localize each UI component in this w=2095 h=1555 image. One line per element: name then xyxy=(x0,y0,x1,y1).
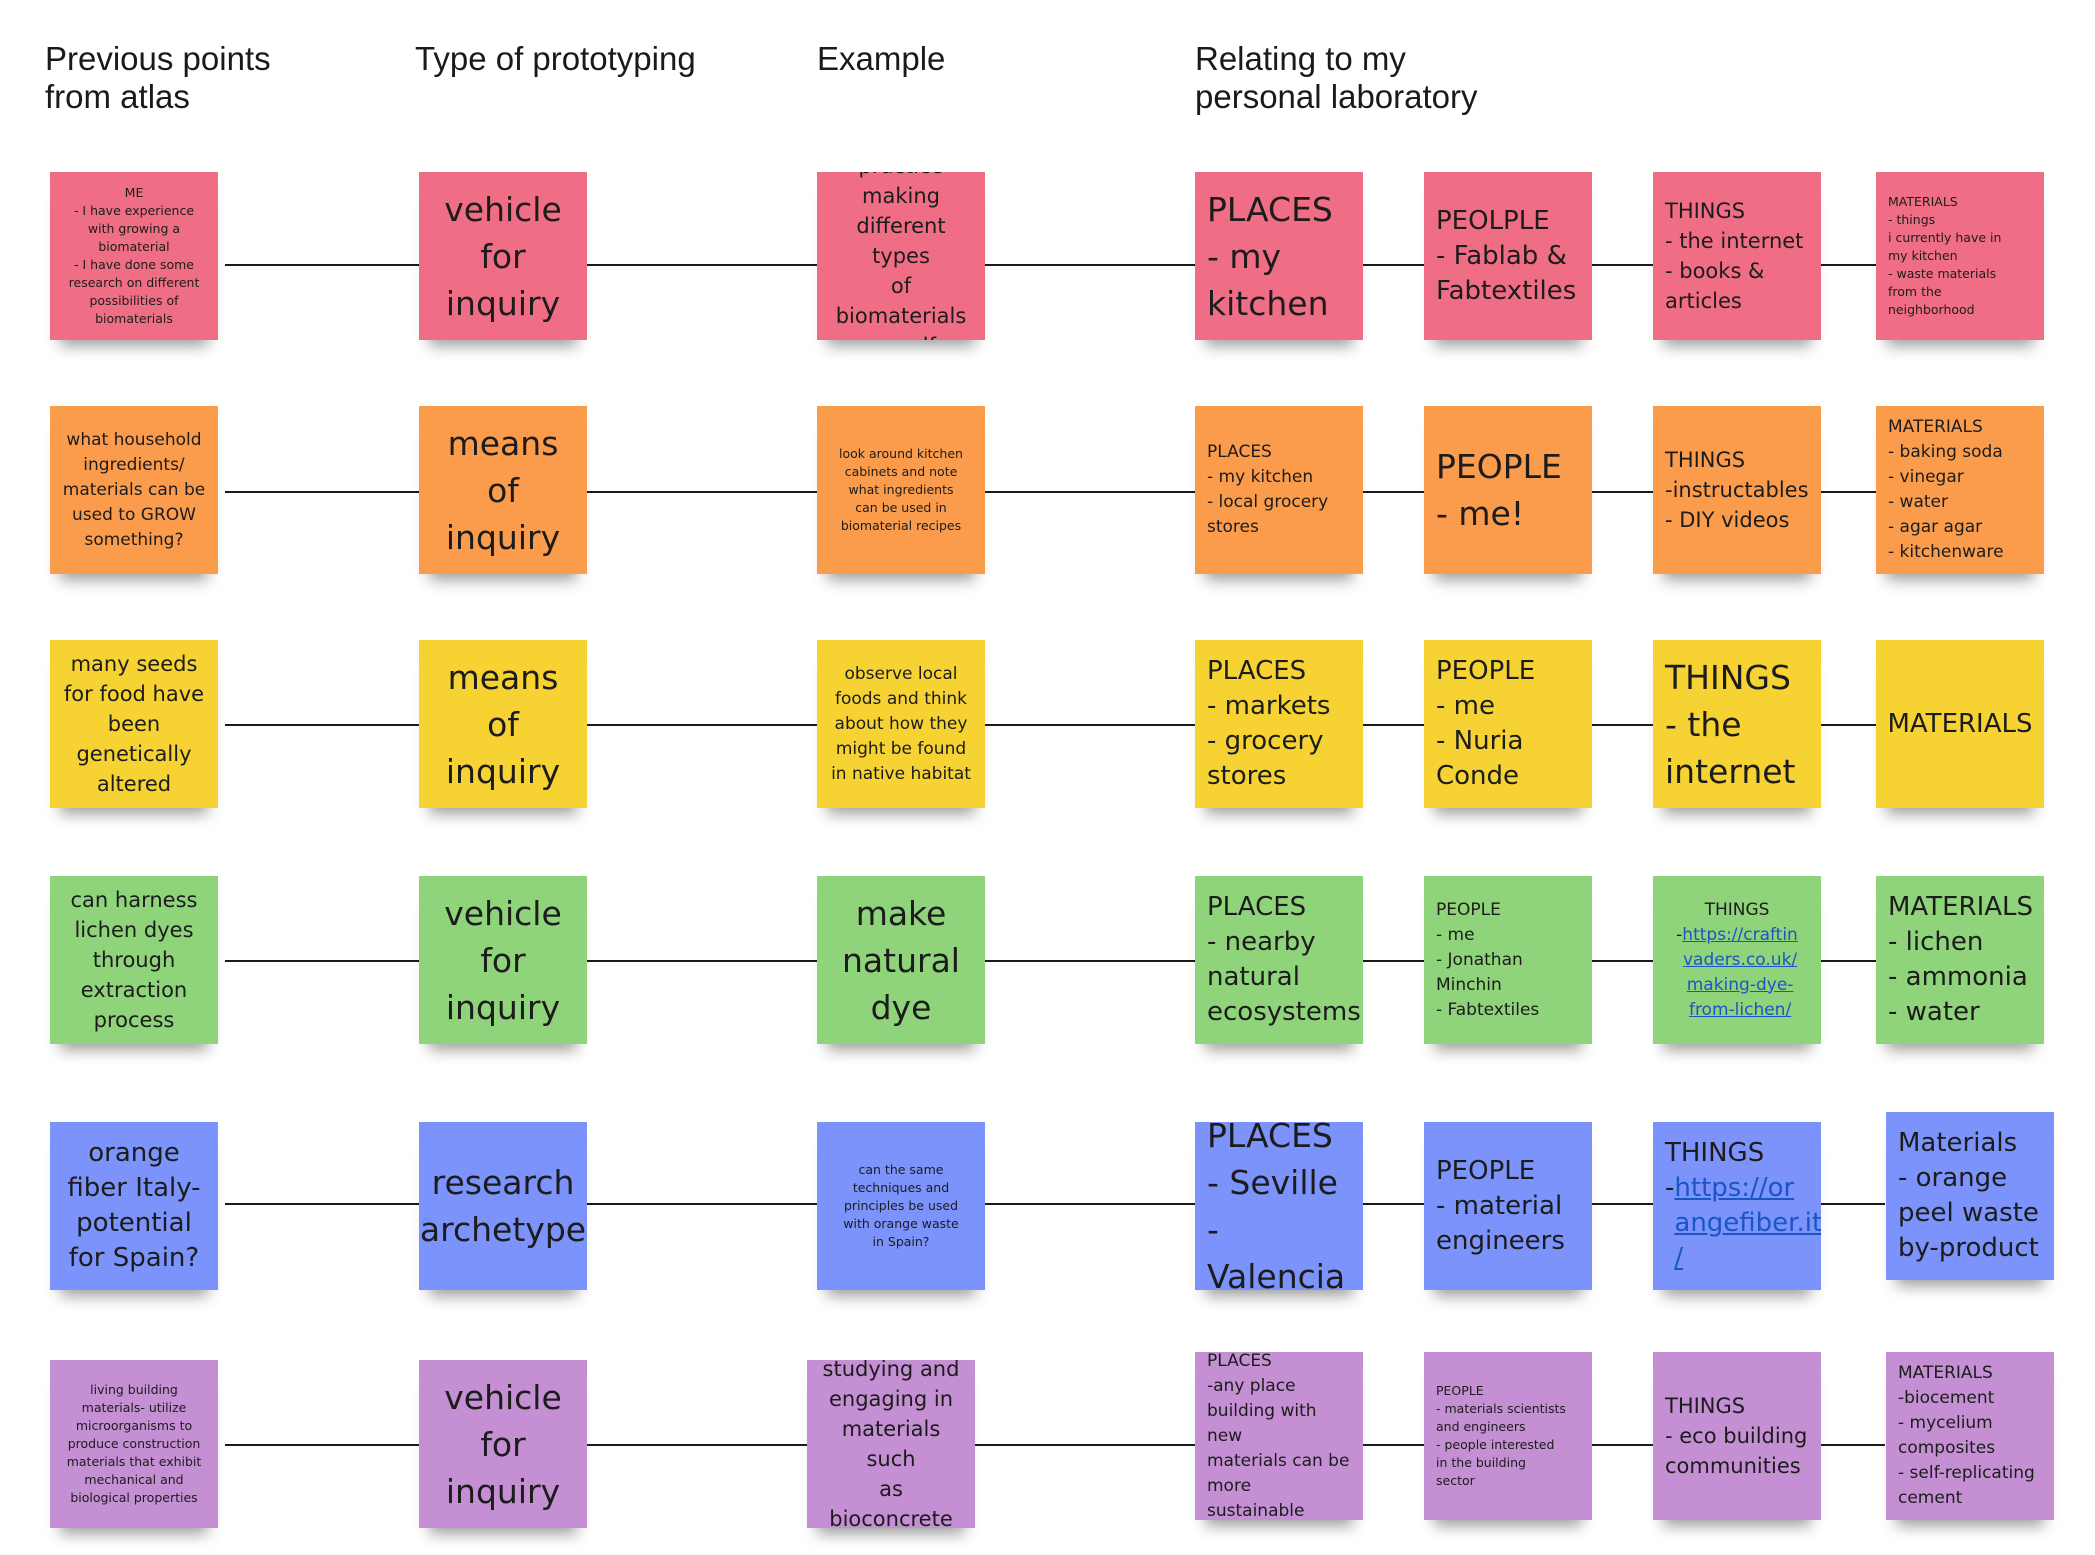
things-title: THINGS xyxy=(1665,1138,1765,1168)
header-type-of-prototyping: Type of prototyping xyxy=(415,40,696,77)
sticky-note-things[interactable]: THINGS - https://craftin vaders.co.uk/ m… xyxy=(1653,876,1821,1044)
sticky-note-people[interactable]: PEOPLE - materials scientists and engine… xyxy=(1424,1352,1592,1520)
sticky-note-type[interactable]: vehicle for inquiry xyxy=(419,1360,587,1528)
sticky-note-people[interactable]: PEOPLE - me - Jonathan Minchin - Fabtext… xyxy=(1424,876,1592,1044)
connector-line-row-6 xyxy=(225,1444,1885,1446)
connector-line-row-1 xyxy=(225,264,1885,266)
header-previous-points: Previous points from atlas xyxy=(45,40,271,115)
sticky-note-people[interactable]: PEOPLE - me! xyxy=(1424,406,1592,574)
connector-line-row-4 xyxy=(225,960,1885,962)
sticky-note-example[interactable]: observe local foods and think about how … xyxy=(817,640,985,808)
sticky-note-previous[interactable]: orange fiber Italy- potential for Spain? xyxy=(50,1122,218,1290)
sticky-note-places[interactable]: PLACES - markets - grocery stores xyxy=(1195,640,1363,808)
sticky-note-people[interactable]: PEOPLE - material engineers xyxy=(1424,1122,1592,1290)
sticky-note-example[interactable]: look around kitchen cabinets and note wh… xyxy=(817,406,985,574)
sticky-note-places[interactable]: PLACES - nearby natural ecosystems xyxy=(1195,876,1363,1044)
sticky-note-things[interactable]: THINGS - the internet - books & articles xyxy=(1653,172,1821,340)
sticky-note-previous[interactable]: what household ingredients/ materials ca… xyxy=(50,406,218,574)
header-example: Example xyxy=(817,40,946,77)
sticky-note-type[interactable]: means of inquiry xyxy=(419,406,587,574)
sticky-note-things[interactable]: THINGS -instructables - DIY videos xyxy=(1653,406,1821,574)
orangefiber-link[interactable]: https://or angefiber.it / xyxy=(1674,1173,1821,1273)
sticky-note-people[interactable]: PEOPLE - me - Nuria Conde xyxy=(1424,640,1592,808)
sticky-note-places[interactable]: PLACES - Seville - Valencia xyxy=(1195,1122,1363,1290)
sticky-note-previous[interactable]: many seeds for food have been geneticall… xyxy=(50,640,218,808)
sticky-note-previous[interactable]: living building materials- utilize micro… xyxy=(50,1360,218,1528)
sticky-note-type[interactable]: research archetype xyxy=(419,1122,587,1290)
sticky-note-materials[interactable]: MATERIALS - lichen - ammonia - water xyxy=(1876,876,2044,1044)
sticky-note-places[interactable]: PLACES - my kitchen - local grocery stor… xyxy=(1195,406,1363,574)
connector-line-row-5 xyxy=(225,1203,1885,1205)
sticky-note-places[interactable]: PLACES -any place building with new mate… xyxy=(1195,1352,1363,1520)
header-relating-to-lab: Relating to my personal laboratory xyxy=(1195,40,1478,115)
things-title: THINGS xyxy=(1704,899,1770,920)
connector-line-row-3 xyxy=(225,724,1885,726)
sticky-note-materials[interactable]: MATERIALS - baking soda - vinegar - wate… xyxy=(1876,406,2044,574)
sticky-note-materials[interactable]: MATERIALS -biocement - mycelium composit… xyxy=(1886,1352,2054,1520)
sticky-note-things[interactable]: THINGS - eco building communities xyxy=(1653,1352,1821,1520)
link-dash: - xyxy=(1665,1173,1675,1203)
sticky-note-materials[interactable]: MATERIALS xyxy=(1876,640,2044,808)
sticky-note-people[interactable]: PEOLPLE - Fablab & Fabtextiles xyxy=(1424,172,1592,340)
sticky-note-materials[interactable]: MATERIALS - things i currently have in m… xyxy=(1876,172,2044,340)
sticky-note-previous[interactable]: can harness lichen dyes through extracti… xyxy=(50,876,218,1044)
sticky-note-type[interactable]: vehicle for inquiry xyxy=(419,172,587,340)
sticky-note-things[interactable]: THINGS - https://or angefiber.it / xyxy=(1653,1122,1821,1290)
sticky-note-example[interactable]: practice making different types of bioma… xyxy=(817,172,985,340)
link-dash: - xyxy=(1676,924,1683,945)
sticky-note-example[interactable]: studying and engaging in materials such … xyxy=(807,1360,975,1528)
sticky-note-type[interactable]: vehicle for inquiry xyxy=(419,876,587,1044)
craftinvaders-link[interactable]: https://craftin vaders.co.uk/ making-dye… xyxy=(1682,924,1798,1020)
sticky-note-materials[interactable]: Materials - orange peel waste by-product xyxy=(1886,1112,2054,1280)
sticky-note-previous[interactable]: ME - I have experience with growing a bi… xyxy=(50,172,218,340)
sticky-note-type[interactable]: means of inquiry xyxy=(419,640,587,808)
sticky-note-things[interactable]: THINGS - the internet xyxy=(1653,640,1821,808)
sticky-note-example[interactable]: can the same techniques and principles b… xyxy=(817,1122,985,1290)
sticky-note-example[interactable]: make natural dye xyxy=(817,876,985,1044)
connector-line-row-2 xyxy=(225,491,1885,493)
sticky-note-places[interactable]: PLACES - my kitchen xyxy=(1195,172,1363,340)
